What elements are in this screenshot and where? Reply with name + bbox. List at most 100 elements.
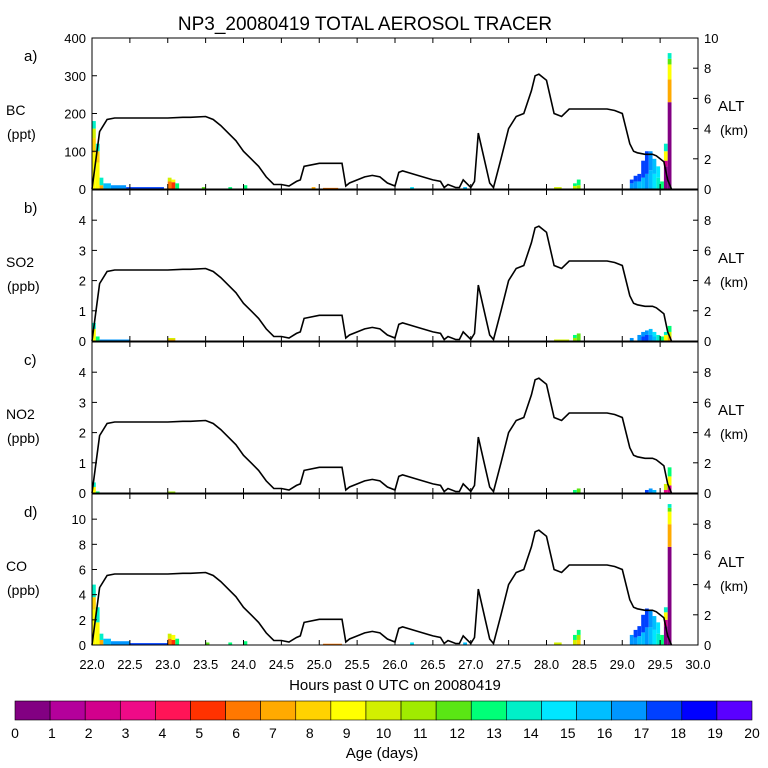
- bar-segment-no2: [667, 467, 672, 477]
- right-tick-label: 6: [704, 243, 711, 258]
- bar-segment-co: [660, 634, 664, 645]
- bar-segment-bc: [95, 162, 100, 189]
- bar-segment-bc: [92, 121, 96, 129]
- bar-segment-bc: [573, 183, 577, 186]
- bar-segment-co: [641, 632, 645, 645]
- bar-segment-co: [667, 524, 672, 547]
- bar-segment-so2: [554, 339, 570, 341]
- age-colorbar: 0 1 2 3 4 5 6 7 8 9 10 11 12 13 14 15 16 17 18 19 20: [11, 700, 760, 741]
- x-tick-label: 24.5: [269, 657, 294, 672]
- bar-segment-co: [554, 642, 562, 645]
- bar-segment-co: [633, 637, 638, 645]
- bar-segment-bc: [663, 166, 668, 189]
- bar-segment-bc: [633, 175, 638, 182]
- bar-segment-so2: [644, 334, 649, 341]
- colorbar-tick-label: 6: [232, 725, 240, 741]
- right-tick-label: 2: [704, 304, 711, 319]
- bar-segment-bc: [311, 187, 316, 189]
- left-tick-label: 0: [79, 486, 86, 501]
- bar-segment-co: [175, 638, 180, 645]
- x-tick-label: 24.0: [231, 657, 256, 672]
- bar-segment-co: [99, 633, 104, 640]
- bar-segment-bc: [323, 187, 339, 189]
- unit-label: (ppb): [7, 582, 40, 598]
- panel-id-label: b): [24, 200, 37, 217]
- bar-segment-co: [644, 608, 649, 628]
- right-tick-label: 6: [704, 91, 711, 106]
- bar-segment-co: [103, 638, 111, 645]
- bar-segment-bc: [656, 177, 661, 189]
- bar-segment-bc: [633, 181, 638, 189]
- colorbar-tick-label: 3: [122, 725, 130, 741]
- left-tick-label: 3: [79, 395, 86, 410]
- colorbar-tick-label: 2: [85, 725, 93, 741]
- bar-segment-bc: [629, 183, 634, 189]
- bar-segment-no2: [167, 491, 176, 493]
- right-tick-label: 8: [704, 365, 711, 380]
- colorbar-tick-label: 9: [343, 725, 351, 741]
- colorbar-swatch: [681, 700, 718, 721]
- right-tick-label: 10: [704, 31, 718, 46]
- plot-frame: [91, 189, 699, 342]
- colorbar-tick-label: 12: [449, 725, 465, 741]
- colorbar-swatch: [470, 700, 507, 721]
- bar-segment-bc: [463, 187, 467, 189]
- bar-segment-co: [663, 619, 668, 627]
- bar-segment-co: [663, 612, 668, 620]
- altitude-axis-label: ALT: [718, 554, 744, 571]
- bar-segment-no2: [648, 488, 653, 493]
- x-tick-label: 28.5: [572, 657, 597, 672]
- bar-segment-co: [633, 629, 638, 638]
- bar-segment-bc: [92, 128, 96, 139]
- bar-segment-co: [667, 511, 672, 525]
- right-tick-label: 4: [704, 578, 711, 593]
- bar-segment-so2: [629, 337, 634, 341]
- colorbar-swatch: [190, 700, 226, 721]
- altitude-line-co: [91, 529, 673, 646]
- bar-segment-so2: [667, 336, 672, 341]
- bar-segment-bc: [99, 177, 104, 186]
- bar-segment-so2: [573, 337, 577, 341]
- bar-segment-co: [410, 642, 414, 645]
- left-tick-label: 4: [79, 365, 86, 380]
- colorbar-tick-label: 8: [306, 725, 314, 741]
- bar-segment-no2: [663, 489, 668, 493]
- bar-segment-co: [167, 633, 172, 639]
- bar-segment-co: [576, 639, 581, 645]
- bar-segment-bc: [667, 58, 672, 65]
- species-label: NO2: [6, 406, 35, 422]
- right-tick-label: 8: [704, 517, 711, 532]
- x-axis-label: Hours past 0 UTC on 20080419: [289, 677, 501, 694]
- colorbar-tick-label: 7: [269, 725, 277, 741]
- bar-segment-co: [167, 638, 172, 645]
- altitude-unit-label: (km): [720, 578, 748, 594]
- bar-segment-bc: [126, 187, 164, 189]
- unit-label: (ppt): [7, 126, 36, 142]
- colorbar-swatch: [435, 700, 472, 721]
- altitude-line-bc: [91, 73, 673, 190]
- bar-segment-bc: [648, 151, 653, 171]
- bar-segment-bc: [663, 151, 668, 161]
- colorbar-swatch: [400, 700, 437, 721]
- bar-segment-bc: [648, 170, 653, 189]
- bar-segment-no2: [667, 476, 672, 486]
- bar-segment-so2: [667, 331, 672, 337]
- right-tick-label: 0: [704, 334, 711, 349]
- bar-segment-so2: [652, 331, 657, 337]
- bar-segment-co: [323, 643, 342, 645]
- bar-segment-so2: [667, 325, 672, 332]
- x-tick-label: 30.0: [685, 657, 710, 672]
- right-tick-label: 2: [704, 152, 711, 167]
- colorbar-label: Age (days): [346, 745, 419, 762]
- bar-segment-so2: [652, 336, 657, 341]
- bar-segment-bc: [663, 160, 668, 167]
- unit-label: (ppb): [7, 278, 40, 294]
- colorbar-swatch: [295, 700, 332, 721]
- x-tick-label: 28.0: [534, 657, 559, 672]
- panel-so2: 0 1 2 3 4 0 2 4 6 8 b) SO2 (ppb) ALT (km): [6, 189, 748, 349]
- colorbar-swatch: [646, 700, 683, 721]
- colorbar-swatch: [576, 700, 612, 721]
- bar-segment-bc: [629, 179, 634, 184]
- colorbar-swatch: [225, 700, 261, 721]
- panels: 01002003004000246810a)BC(ppt)ALT(km)0123…: [6, 31, 748, 672]
